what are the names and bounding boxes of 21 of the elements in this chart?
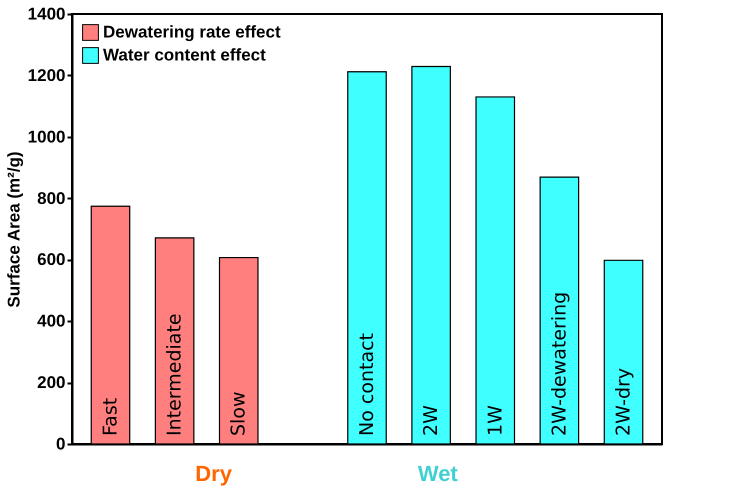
y-tick-label: 1400: [28, 4, 66, 24]
y-axis-title: Surface Area (m²/g): [4, 151, 24, 308]
x-tick-label: Slow: [228, 391, 250, 436]
text: Dry: [195, 461, 233, 486]
legend-label: Water content effect: [103, 46, 266, 64]
x-tick-label: Intermediate: [164, 313, 186, 436]
x-tick-label: No contact: [356, 333, 378, 436]
y-tick-label: 0: [56, 434, 66, 454]
x-tick-label: 2W-dry: [612, 368, 635, 436]
x-tick-label: Fast: [99, 398, 122, 436]
y-tick-label: 600: [37, 250, 66, 270]
text: Wet: [418, 461, 458, 486]
y-tick-label: 800: [37, 188, 66, 208]
y-tick-label: 400: [37, 312, 66, 331]
x-tick-label: 2W-dewatering: [548, 292, 570, 436]
y-tick-label: 1000: [28, 127, 66, 146]
x-tick-label: 1W: [484, 404, 506, 436]
y-tick-label: 200: [37, 373, 66, 392]
y-tick-label: 1200: [28, 66, 66, 85]
legend-label: Dewatering rate effect: [103, 22, 281, 42]
x-tick-label: 2W: [420, 404, 442, 436]
